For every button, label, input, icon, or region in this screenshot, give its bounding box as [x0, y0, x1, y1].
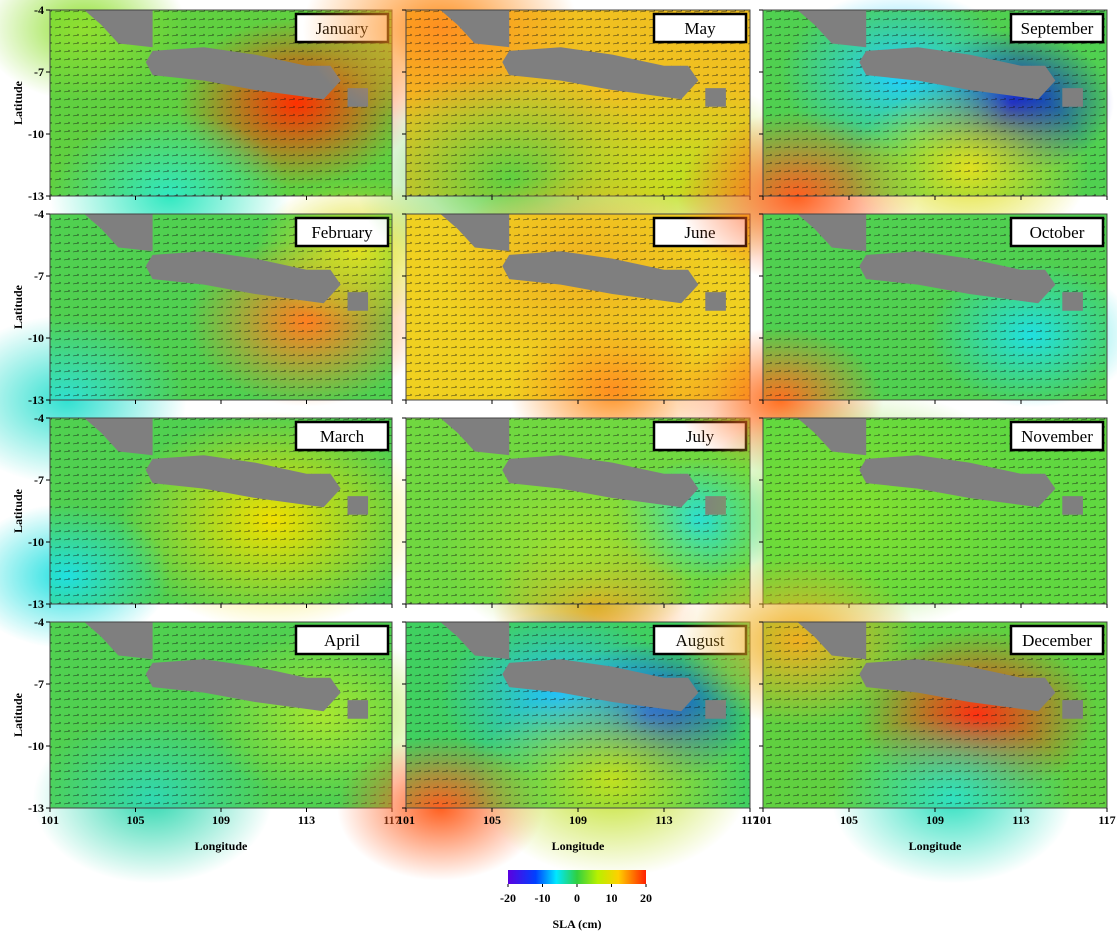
lon-tick-label: 101 — [397, 813, 415, 827]
lon-tick-label: 105 — [840, 813, 858, 827]
lat-tick-label: -4 — [34, 411, 44, 425]
lat-tick-label: -10 — [28, 739, 44, 753]
land — [705, 292, 726, 311]
lon-tick-label: 117 — [1098, 813, 1115, 827]
y-axis-label: Latitude — [11, 80, 25, 125]
lat-tick-label: -7 — [34, 473, 44, 487]
map-panel: March -4 -7 -10 -13 Latitude — [0, 411, 426, 649]
colorbar-tick-label: 0 — [574, 891, 580, 905]
lat-tick-label: -13 — [28, 189, 44, 203]
colorbar-tick-label: -10 — [535, 891, 551, 905]
month-label: September — [1021, 19, 1094, 38]
colorbar-tick-label: 10 — [606, 891, 618, 905]
month-label: April — [324, 631, 360, 650]
x-axis-label: Longitude — [552, 839, 605, 853]
lon-tick-label: 105 — [483, 813, 501, 827]
colorbar-label: SLA (cm) — [553, 917, 602, 931]
lat-tick-label: -4 — [34, 207, 44, 221]
month-label: February — [311, 223, 373, 242]
lat-tick-label: -13 — [28, 393, 44, 407]
colorbar-tick-label: -20 — [500, 891, 516, 905]
land — [1062, 700, 1083, 719]
land — [1062, 292, 1083, 311]
lon-tick-label: 109 — [569, 813, 587, 827]
land — [1062, 496, 1083, 515]
lon-tick-label: 109 — [926, 813, 944, 827]
lat-tick-label: -7 — [34, 269, 44, 283]
lat-tick-label: -4 — [34, 3, 44, 17]
lon-tick-label: 113 — [655, 813, 672, 827]
lon-tick-label: 101 — [754, 813, 772, 827]
month-label: March — [320, 427, 365, 446]
x-axis-label: Longitude — [195, 839, 248, 853]
lat-tick-label: -7 — [34, 677, 44, 691]
month-label: May — [684, 19, 716, 38]
land — [348, 292, 369, 311]
lat-tick-label: -7 — [34, 65, 44, 79]
y-axis-label: Latitude — [11, 692, 25, 737]
lat-tick-label: -10 — [28, 127, 44, 141]
land — [348, 700, 369, 719]
x-axis-label: Longitude — [909, 839, 962, 853]
lat-tick-label: -10 — [28, 535, 44, 549]
month-label: December — [1022, 631, 1092, 650]
lon-tick-label: 105 — [127, 813, 145, 827]
colorbar-tick-label: 20 — [640, 891, 652, 905]
colorbar — [508, 870, 646, 884]
y-axis-label: Latitude — [11, 284, 25, 329]
lon-tick-label: 113 — [1012, 813, 1029, 827]
lat-tick-label: -13 — [28, 597, 44, 611]
y-axis-label: Latitude — [11, 488, 25, 533]
lat-tick-label: -10 — [28, 331, 44, 345]
figure: January-4-7-10-13LatitudeFebruary-4-7-10… — [0, 0, 1117, 934]
land — [1062, 88, 1083, 107]
lon-tick-label: 113 — [298, 813, 315, 827]
land — [348, 496, 369, 515]
land — [705, 88, 726, 107]
lat-tick-label: -4 — [34, 615, 44, 629]
lon-tick-label: 109 — [212, 813, 230, 827]
lon-tick-label: 101 — [41, 813, 59, 827]
month-label: November — [1021, 427, 1093, 446]
month-label: October — [1030, 223, 1085, 242]
